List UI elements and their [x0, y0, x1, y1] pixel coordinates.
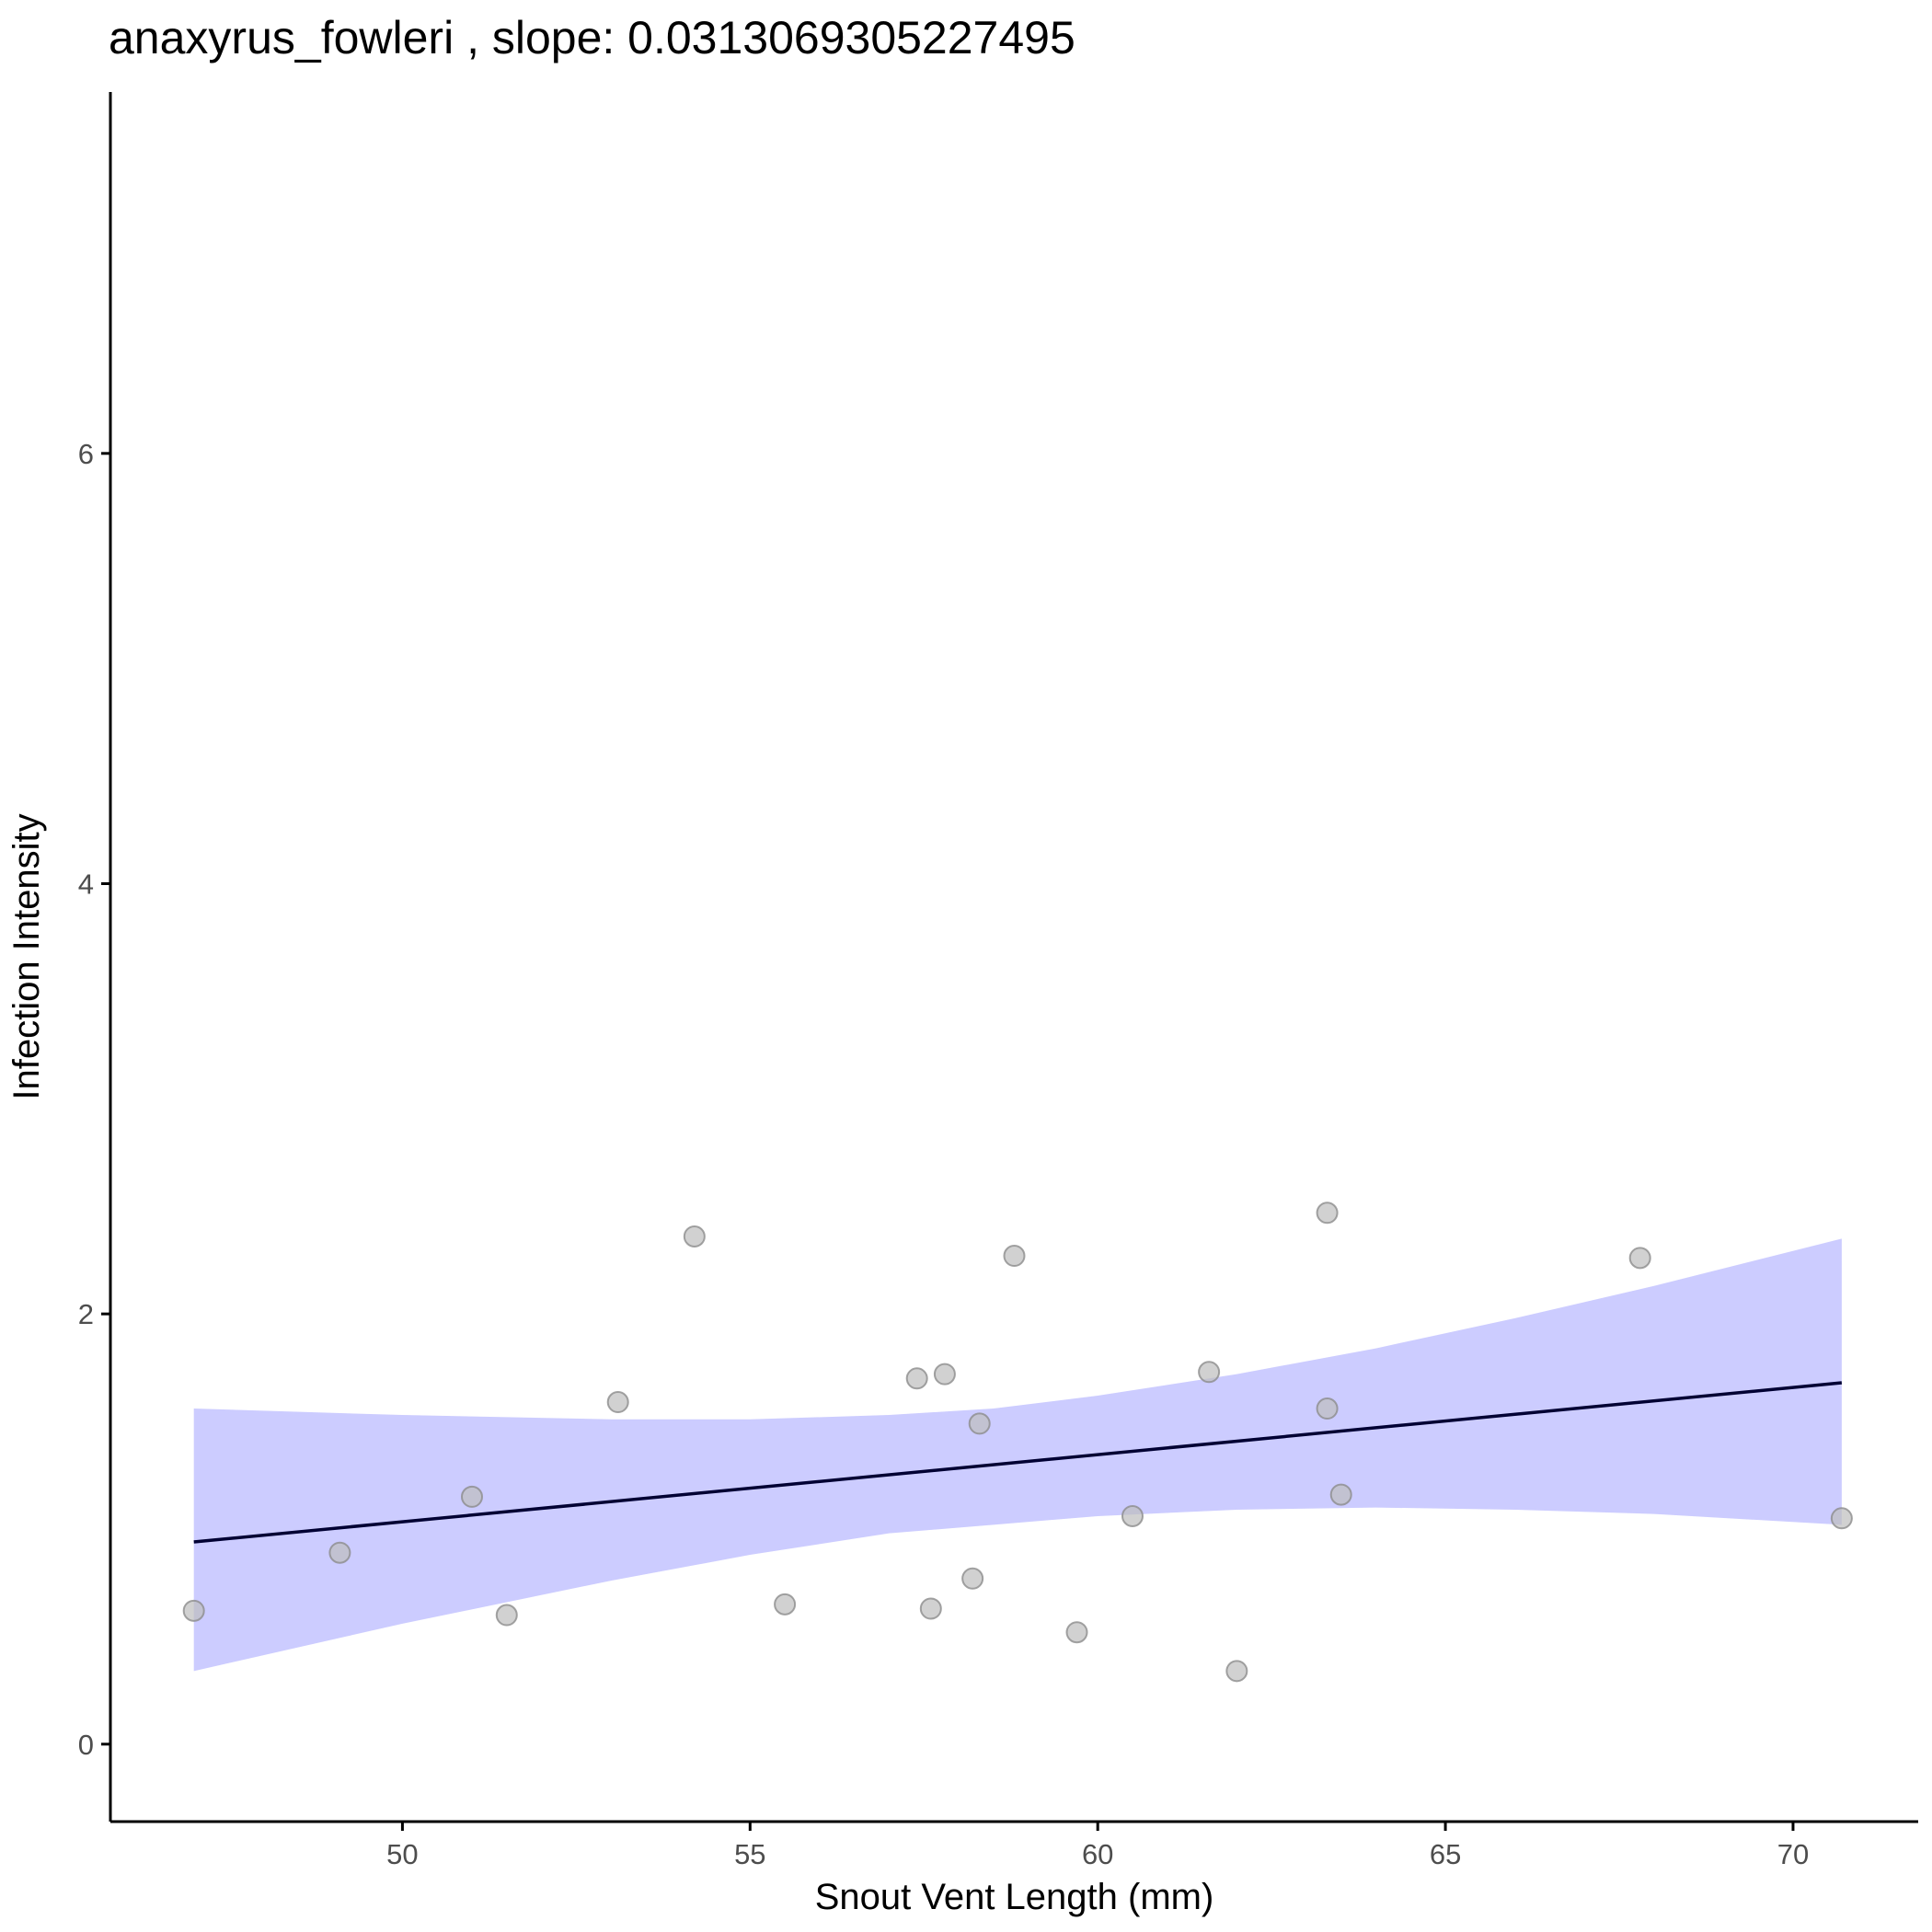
x-tick-label: 65 — [1430, 1838, 1461, 1870]
x-tick-label: 55 — [734, 1838, 765, 1870]
data-point — [1316, 1397, 1339, 1420]
x-tick-label: 50 — [386, 1838, 418, 1870]
data-point — [1121, 1504, 1144, 1527]
data-point — [1065, 1621, 1088, 1644]
confidence-band-layer — [193, 1238, 1842, 1672]
x-tick-label: 60 — [1082, 1838, 1113, 1870]
data-point — [1003, 1245, 1026, 1268]
fit-line-layer — [193, 1381, 1843, 1544]
y-axis-title: Infection Intensity — [6, 813, 47, 1099]
x-axis-title: Snout Vent Length (mm) — [815, 1877, 1214, 1917]
data-point — [461, 1485, 483, 1508]
fit-line — [193, 1381, 1843, 1544]
confidence-band — [193, 1238, 1842, 1672]
data-point — [1225, 1660, 1248, 1683]
chart-title: anaxyrus_fowleri , slope: 0.031306930522… — [109, 12, 1075, 63]
data-point — [1316, 1202, 1339, 1225]
points-layer — [182, 1202, 1853, 1683]
data-point — [1830, 1507, 1853, 1530]
y-tick-label: 0 — [78, 1729, 94, 1761]
data-point — [683, 1225, 706, 1248]
data-point — [919, 1597, 942, 1620]
data-point — [182, 1599, 205, 1622]
data-point — [961, 1567, 984, 1590]
data-point — [774, 1593, 797, 1616]
data-point — [1198, 1361, 1221, 1384]
data-point — [328, 1541, 351, 1564]
data-point — [933, 1363, 956, 1386]
y-tick-label: 4 — [78, 868, 94, 900]
data-point — [1628, 1247, 1651, 1270]
x-tick-label: 70 — [1777, 1838, 1809, 1870]
data-point — [495, 1604, 518, 1627]
y-tick-label: 2 — [78, 1298, 94, 1330]
axes-layer: 50 55 60 65 70 0 2 4 6 — [78, 92, 1918, 1870]
data-point — [905, 1367, 928, 1390]
y-tick-label: 6 — [78, 438, 94, 470]
data-point — [606, 1391, 629, 1414]
data-point — [968, 1412, 991, 1435]
data-point — [1329, 1483, 1352, 1506]
